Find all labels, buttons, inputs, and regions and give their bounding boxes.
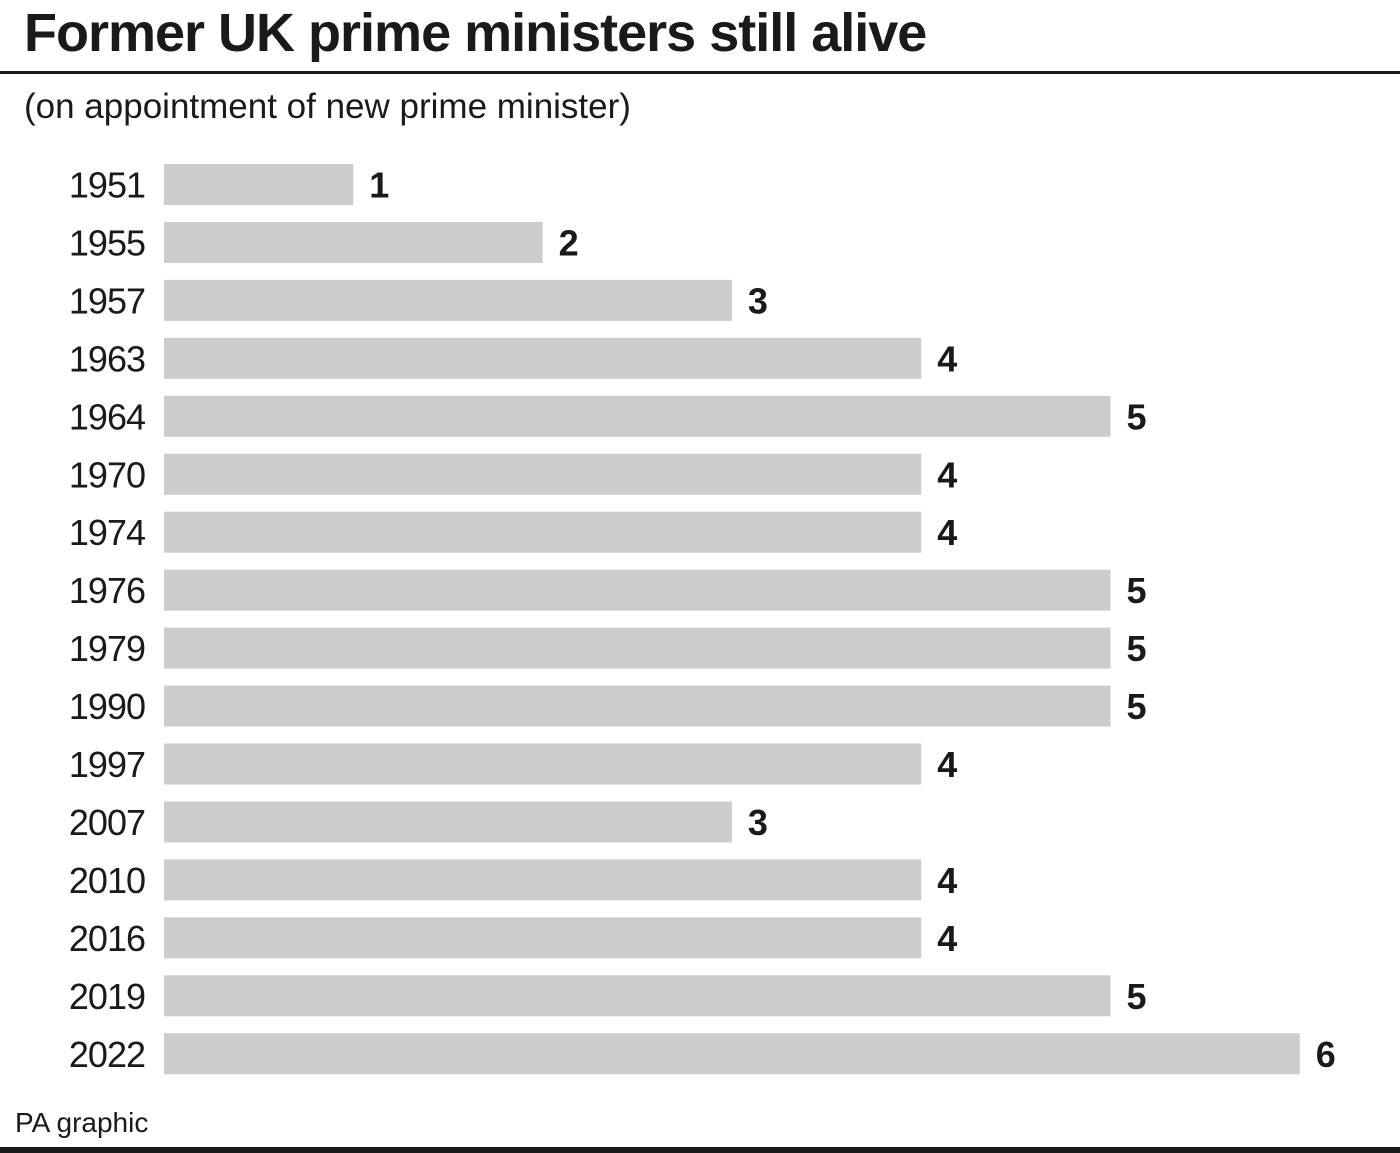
- bar-1964: [164, 395, 1111, 437]
- footer-rule: [0, 1147, 1400, 1153]
- category-label-1955: 1955: [69, 222, 145, 263]
- value-label-1970: 4: [937, 454, 957, 495]
- category-label-1963: 1963: [69, 338, 145, 379]
- value-label-1990: 5: [1127, 686, 1147, 727]
- value-label-2010: 4: [937, 860, 957, 901]
- chart-title: Former UK prime ministers still alive: [24, 3, 927, 63]
- value-label-2022: 6: [1316, 1034, 1336, 1075]
- bar-1974: [164, 511, 922, 553]
- bar-1990: [164, 685, 1111, 727]
- bar-2010: [164, 859, 922, 901]
- value-label-2007: 3: [748, 802, 768, 843]
- bar-2016: [164, 917, 922, 959]
- bar-2022: [164, 1033, 1300, 1075]
- category-label-1957: 1957: [69, 280, 145, 321]
- category-label-1990: 1990: [69, 686, 145, 727]
- category-label-2010: 2010: [69, 860, 145, 901]
- category-label-1974: 1974: [69, 512, 145, 553]
- value-label-1997: 4: [937, 744, 957, 785]
- value-label-1957: 3: [748, 280, 768, 321]
- category-label-1970: 1970: [69, 454, 145, 495]
- value-label-1963: 4: [937, 338, 957, 379]
- category-label-1951: 1951: [69, 165, 145, 206]
- value-label-1976: 5: [1127, 570, 1147, 611]
- category-label-2019: 2019: [69, 976, 145, 1017]
- bar-1970: [164, 453, 922, 495]
- bar-1979: [164, 627, 1111, 669]
- bar-1951: [164, 164, 354, 205]
- chart-subtitle: (on appointment of new prime minister): [24, 87, 631, 126]
- value-label-1951: 1: [369, 165, 389, 206]
- bar-2019: [164, 975, 1111, 1017]
- category-label-1964: 1964: [69, 396, 145, 437]
- bar-2007: [164, 801, 732, 843]
- value-label-1979: 5: [1127, 628, 1147, 669]
- category-label-2022: 2022: [69, 1034, 145, 1075]
- bar-1955: [164, 221, 543, 263]
- source-credit: PA graphic: [15, 1107, 149, 1138]
- value-label-1974: 4: [937, 512, 957, 553]
- category-label-1976: 1976: [69, 570, 145, 611]
- title-rule: [0, 71, 1400, 74]
- value-label-1964: 5: [1127, 396, 1147, 437]
- value-label-2019: 5: [1127, 976, 1147, 1017]
- bar-1963: [164, 337, 922, 379]
- category-label-2007: 2007: [69, 802, 145, 843]
- bar-1957: [164, 279, 732, 321]
- category-label-1979: 1979: [69, 628, 145, 669]
- value-label-2016: 4: [937, 918, 957, 959]
- bar-1997: [164, 743, 922, 785]
- category-label-2016: 2016: [69, 918, 145, 959]
- value-label-1955: 2: [559, 222, 579, 263]
- bar-1976: [164, 569, 1111, 611]
- category-label-1997: 1997: [69, 744, 145, 785]
